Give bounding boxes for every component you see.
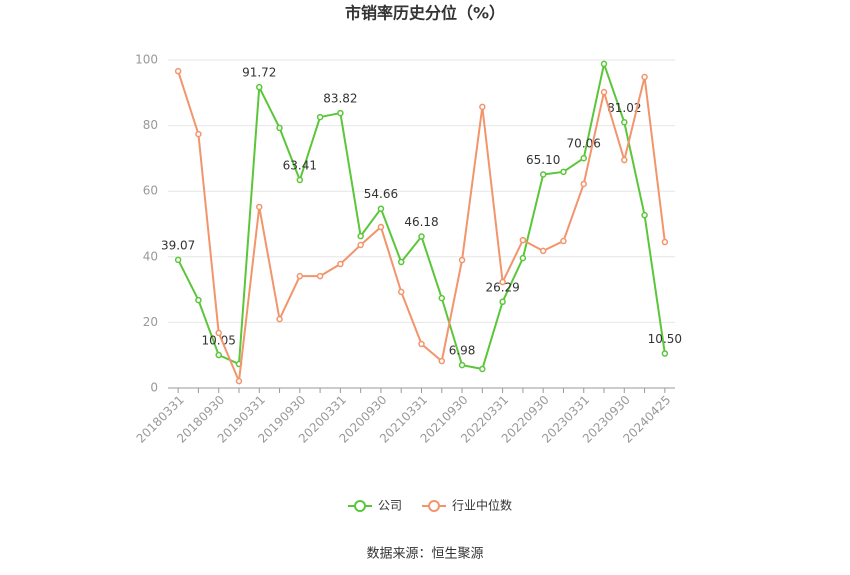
data-label: 70.06 — [567, 137, 601, 151]
point — [580, 180, 587, 188]
y-tick-label: 40 — [143, 249, 158, 263]
point — [661, 350, 669, 357]
data-label: 39.07 — [161, 238, 195, 252]
point — [438, 294, 446, 302]
point — [600, 60, 608, 68]
data-label: 81.02 — [607, 101, 641, 115]
data-label: 91.72 — [242, 66, 276, 80]
data-label: 65.10 — [526, 153, 560, 167]
legend-marker — [428, 500, 441, 512]
data-label: 6.98 — [449, 344, 476, 358]
point — [337, 109, 344, 117]
point — [479, 365, 486, 373]
chart-title: 市销率历史分位（%） — [345, 4, 505, 23]
point — [539, 247, 547, 255]
point — [621, 156, 628, 164]
point — [235, 377, 243, 385]
data-label: 10.05 — [202, 334, 236, 348]
point — [418, 233, 425, 240]
point — [357, 232, 364, 240]
point — [580, 154, 587, 162]
point — [418, 340, 425, 348]
point — [256, 203, 263, 211]
data-label: 10.50 — [648, 332, 682, 346]
point — [357, 241, 364, 249]
point — [560, 168, 567, 176]
point — [195, 130, 202, 138]
data-label: 26.29 — [485, 280, 519, 294]
data-label: 83.82 — [323, 92, 357, 106]
point — [661, 238, 669, 246]
point — [215, 351, 222, 359]
point — [296, 176, 304, 184]
point — [195, 296, 202, 304]
y-tick-label: 0 — [150, 381, 158, 395]
point — [256, 83, 263, 91]
point — [174, 67, 182, 75]
legend-label: 公司 — [378, 499, 402, 513]
point — [377, 223, 385, 231]
point — [397, 258, 405, 266]
point — [438, 357, 446, 365]
data-label: 46.18 — [404, 215, 438, 229]
point — [539, 171, 547, 178]
y-tick-label: 100 — [135, 53, 158, 67]
y-tick-label: 60 — [143, 184, 158, 198]
data-label: 54.66 — [364, 187, 398, 201]
point — [276, 315, 283, 323]
point — [458, 361, 466, 369]
point — [397, 288, 405, 296]
point — [174, 256, 182, 264]
point — [296, 272, 304, 280]
point — [499, 278, 506, 286]
point — [458, 256, 466, 264]
legend-marker — [354, 500, 366, 512]
point — [621, 119, 628, 126]
source: 数据来源：恒生聚源 — [366, 547, 483, 562]
data-label: 63.41 — [283, 159, 317, 173]
point — [276, 124, 283, 132]
point — [316, 113, 324, 121]
point — [499, 298, 506, 306]
point — [560, 237, 567, 245]
point — [600, 88, 608, 96]
legend-label: 行业中位数 — [452, 498, 512, 513]
point — [215, 329, 222, 337]
point — [641, 211, 648, 219]
y-tick-label: 20 — [143, 315, 158, 329]
point — [519, 254, 527, 262]
point — [337, 260, 344, 268]
point — [316, 272, 324, 280]
y-tick-label: 80 — [143, 118, 158, 132]
point — [377, 205, 385, 212]
point — [479, 103, 486, 111]
point — [641, 73, 648, 81]
point — [519, 236, 527, 244]
